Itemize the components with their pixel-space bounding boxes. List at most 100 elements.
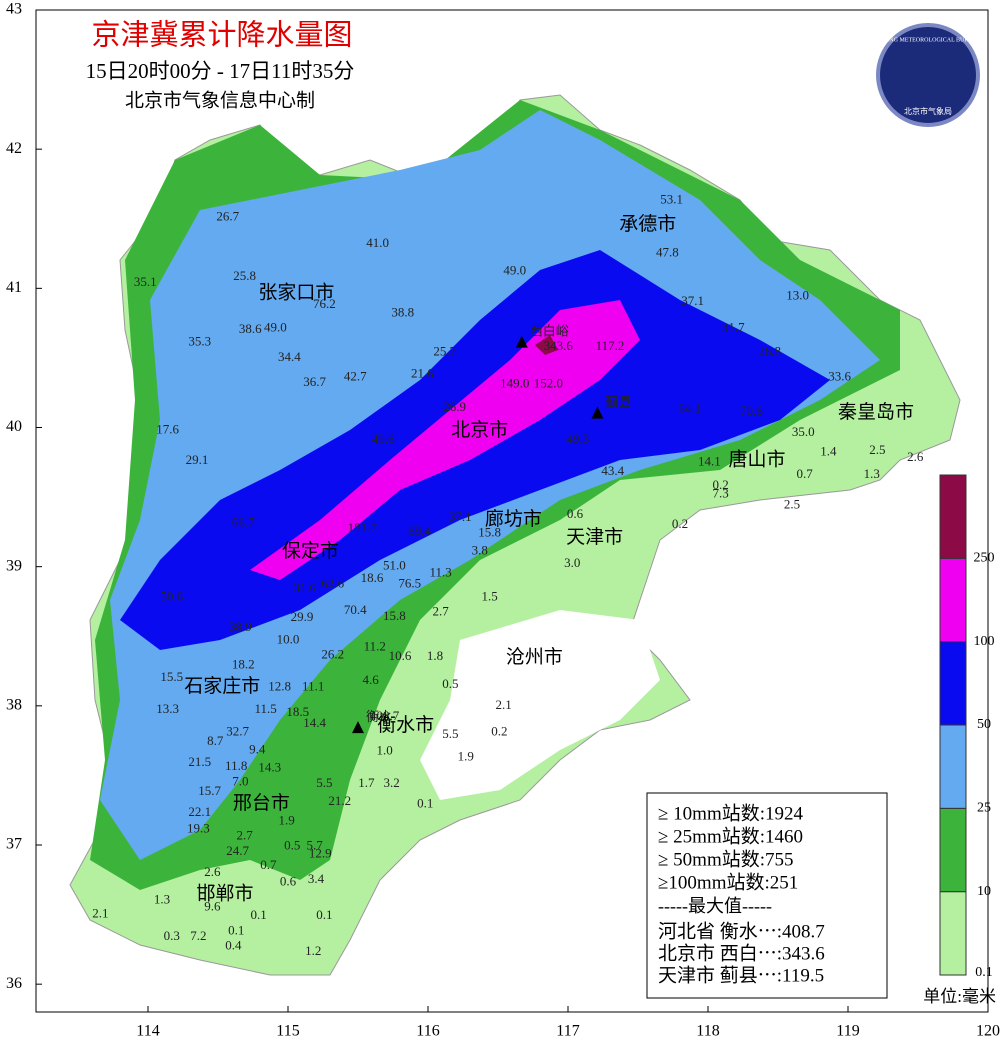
- stats-line: ≥100mm站数:251: [658, 871, 798, 893]
- station-value: 10.6: [389, 648, 412, 663]
- x-tick-label: 119: [836, 1023, 859, 1040]
- station-value: 1.3: [864, 466, 880, 481]
- city-name: 张家口市: [258, 281, 334, 303]
- station-value: 4.6: [362, 672, 379, 687]
- city-name: 保定市: [282, 540, 339, 562]
- map-subtitle: 15日20时00分 - 17日11时35分: [86, 59, 355, 83]
- station-value: 0.1: [250, 907, 266, 922]
- station-value: 1.2: [305, 943, 321, 958]
- station-value: 35.1: [134, 274, 157, 289]
- y-tick-label: 43: [6, 1, 22, 18]
- station-value: 2.1: [92, 906, 108, 921]
- station-value: 117.2: [596, 338, 625, 353]
- x-tick-label: 120: [976, 1023, 1000, 1040]
- station-value: 26.9: [443, 399, 466, 414]
- city-name: 衡水市: [377, 714, 434, 736]
- station-value: 0.4: [225, 938, 242, 953]
- y-tick-label: 37: [6, 836, 22, 853]
- station-value: 3.4: [308, 871, 325, 886]
- stats-line: ≥ 10mm站数:1924: [658, 802, 804, 824]
- station-value: 21.5: [188, 754, 211, 769]
- y-tick-label: 36: [6, 975, 22, 992]
- station-value: 62.6: [321, 576, 344, 591]
- colorbar-label: 10: [977, 884, 991, 899]
- station-value: 38.6: [239, 321, 262, 336]
- station-value: 35.3: [188, 334, 211, 349]
- station-value: 1.7: [358, 775, 375, 790]
- station-value: 0.2: [491, 723, 507, 738]
- x-tick-label: 114: [136, 1023, 159, 1040]
- station-value: 70.4: [344, 602, 367, 617]
- x-tick-label: 116: [416, 1023, 439, 1040]
- colorbar-segment: [939, 474, 967, 559]
- x-tick-label: 115: [276, 1023, 299, 1040]
- station-value: 53.1: [660, 192, 683, 207]
- station-value: 2.5: [869, 442, 885, 457]
- station-value: 149.0: [500, 375, 529, 390]
- stats-heading: -----最大值-----: [658, 896, 772, 916]
- station-value: 34.4: [278, 349, 301, 364]
- stats-box: [646, 792, 888, 999]
- station-value: 11.2: [364, 638, 386, 653]
- producer: 北京市气象信息中心制: [125, 89, 315, 111]
- station-marker: [515, 335, 528, 348]
- station-value: 0.1: [417, 796, 433, 811]
- station-value: 1.4: [820, 444, 837, 459]
- colorbar-segment: [939, 557, 967, 643]
- station-value: 1.9: [458, 748, 474, 763]
- colorbar-label: 0.1: [975, 965, 993, 980]
- station-value: 49.3: [566, 431, 589, 446]
- station-value: 22.1: [188, 804, 211, 819]
- station-value: 9.6: [204, 899, 221, 914]
- station-value: 7.0: [232, 773, 248, 788]
- city-name: 秦皇岛市: [838, 401, 914, 423]
- station-value: 0.7: [796, 466, 813, 481]
- city-name: 邯郸市: [196, 882, 253, 904]
- station-value: 10.0: [277, 631, 300, 646]
- station-value: 1.5: [481, 588, 497, 603]
- station-value: 26.2: [321, 647, 344, 662]
- station-value: 3.0: [564, 555, 580, 570]
- y-tick-label: 40: [6, 418, 22, 435]
- colorbar-segment: [939, 724, 967, 809]
- station-value: 2.7: [236, 828, 253, 843]
- colorbar-segment: [939, 891, 967, 976]
- station-value: 26.7: [216, 208, 239, 223]
- station-value: 21.6: [411, 366, 434, 381]
- station-value: 14.1: [698, 453, 721, 468]
- station-value: 13.0: [786, 288, 809, 303]
- station-value: 3.8: [472, 542, 488, 557]
- city-name: 北京市: [451, 419, 508, 441]
- station-value: 1.0: [376, 743, 392, 758]
- station-value: 14.4: [303, 715, 326, 730]
- colorbar-label: 250: [974, 551, 995, 566]
- station-value: 0.5: [442, 676, 458, 691]
- stats-max-row: 天津市 蓟县⋯:119.5: [658, 964, 824, 986]
- station-value: 18.6: [361, 570, 384, 585]
- y-tick-label: 38: [6, 697, 22, 714]
- station-value: 66.7: [232, 515, 255, 530]
- station-value: 11.8: [225, 758, 247, 773]
- station-value: 2.6: [907, 449, 924, 464]
- station-value: 29.1: [186, 452, 209, 467]
- station-value: 19.3: [187, 821, 210, 836]
- colorbar-segment: [939, 641, 967, 726]
- stats-line: ≥ 50mm站数:755: [658, 848, 794, 870]
- colorbar-segment: [939, 807, 967, 893]
- city-name: 石家庄市: [184, 675, 260, 697]
- station-value: 37.1: [449, 509, 472, 524]
- station-value: 7.3: [712, 485, 728, 500]
- station-value: 21.2: [328, 793, 351, 808]
- stats-max-row: 河北省 衡水⋯:408.7: [658, 920, 825, 942]
- station-value: 50.6: [160, 588, 183, 603]
- station-value: 32.7: [226, 723, 249, 738]
- station-value: 0.1: [228, 922, 244, 937]
- x-tick-label: 117: [556, 1023, 579, 1040]
- station-value: 18.2: [232, 656, 255, 671]
- station-value: 2.7: [432, 604, 449, 619]
- logo-text-en: BEIJING METEOROLOGICAL BUREAU: [875, 37, 981, 43]
- legend-unit: 单位:毫米: [923, 987, 996, 1006]
- station-value: 51.0: [383, 558, 406, 573]
- city-name: 天津市: [566, 526, 623, 548]
